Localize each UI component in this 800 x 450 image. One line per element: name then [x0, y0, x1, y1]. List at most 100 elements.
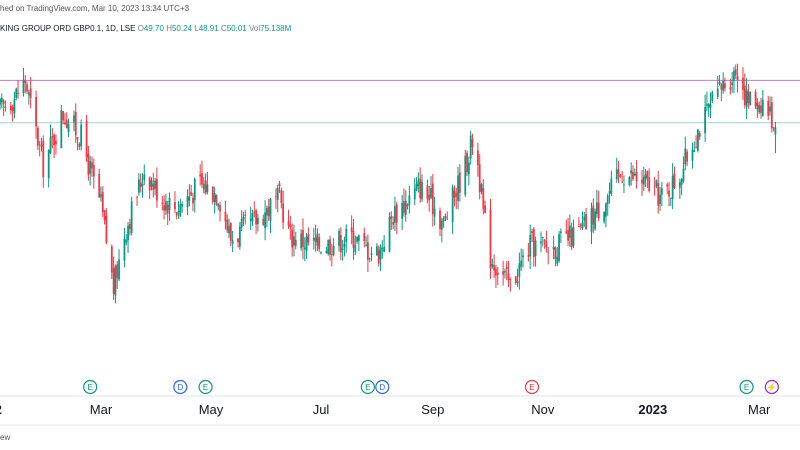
candle [332, 238, 335, 257]
candle [100, 186, 102, 202]
candle [455, 187, 458, 210]
candle [704, 94, 707, 143]
candle [327, 239, 330, 256]
low-label: L [194, 24, 199, 33]
candle [114, 264, 117, 304]
candle [267, 198, 270, 221]
high-label: H [166, 24, 172, 33]
candle [26, 81, 28, 94]
candle [469, 130, 472, 165]
candle [116, 261, 119, 290]
candle [457, 166, 459, 210]
candle [547, 246, 550, 265]
candle [229, 222, 232, 247]
candle [698, 131, 701, 140]
candle [188, 184, 191, 207]
candle [440, 217, 443, 243]
candle [29, 77, 32, 109]
candle [0, 97, 1, 110]
candle [496, 266, 499, 285]
candle [249, 206, 252, 231]
candle [552, 235, 555, 260]
candle [165, 193, 167, 215]
watermark: ew [0, 433, 11, 442]
candle [262, 214, 265, 226]
candle [572, 219, 575, 249]
candle [401, 194, 404, 231]
candle [98, 168, 101, 198]
candle [275, 188, 277, 209]
candle [678, 178, 681, 199]
candle [691, 142, 694, 169]
event-marker-e[interactable]: E [524, 379, 540, 395]
candle [623, 175, 625, 194]
candle [558, 231, 560, 263]
candle [49, 124, 52, 155]
candle [354, 235, 357, 256]
candle [289, 216, 292, 240]
horizontal-lines [0, 79, 800, 124]
candle [2, 99, 5, 116]
event-markers: E D E E D E E ⚡ [83, 379, 779, 395]
candle [493, 254, 496, 278]
candle [352, 219, 355, 260]
candle [231, 230, 234, 253]
candle [567, 217, 569, 246]
candle [568, 214, 571, 247]
candle [767, 95, 770, 121]
open-label: O [137, 24, 144, 33]
candle [224, 200, 227, 230]
candle [415, 177, 418, 192]
candle [148, 176, 151, 200]
candle [754, 89, 757, 109]
event-marker-e[interactable]: E [360, 379, 375, 395]
candle [682, 156, 685, 183]
candle [451, 184, 454, 234]
candle [529, 224, 532, 270]
candle [78, 142, 81, 150]
event-marker-e[interactable]: E [198, 379, 213, 395]
candle [215, 194, 218, 206]
candle [686, 149, 688, 167]
candle [428, 186, 431, 212]
candle [729, 78, 732, 95]
candle [280, 187, 283, 209]
candle [605, 202, 607, 228]
candle [709, 92, 712, 119]
event-marker-d[interactable]: D [173, 379, 188, 395]
candle [51, 128, 54, 149]
candle [480, 182, 483, 195]
candle [381, 240, 384, 259]
candle [123, 227, 126, 268]
candle [680, 178, 683, 196]
candle [417, 172, 420, 193]
candle [772, 127, 775, 132]
candle [695, 135, 697, 149]
event-marker-e[interactable]: E [83, 379, 98, 395]
candle [565, 219, 568, 234]
candle [307, 227, 310, 246]
candle [365, 236, 367, 247]
candle [760, 97, 762, 119]
candle [669, 197, 672, 206]
candle [363, 227, 366, 248]
candle [731, 72, 734, 94]
candle [110, 244, 113, 279]
candle [166, 200, 169, 226]
candle [179, 198, 182, 218]
event-marker-⚡[interactable]: ⚡ [764, 379, 779, 395]
candle [287, 209, 290, 229]
candle [204, 173, 207, 195]
candle [175, 212, 178, 220]
candle [226, 214, 229, 234]
candle [244, 209, 247, 225]
event-marker-e[interactable]: E [739, 379, 754, 395]
candle [421, 174, 423, 202]
candle [608, 182, 611, 204]
candle [495, 264, 497, 289]
candle [655, 179, 658, 189]
candle [610, 170, 613, 197]
event-marker-d[interactable]: D [375, 379, 390, 395]
candle [67, 118, 70, 137]
